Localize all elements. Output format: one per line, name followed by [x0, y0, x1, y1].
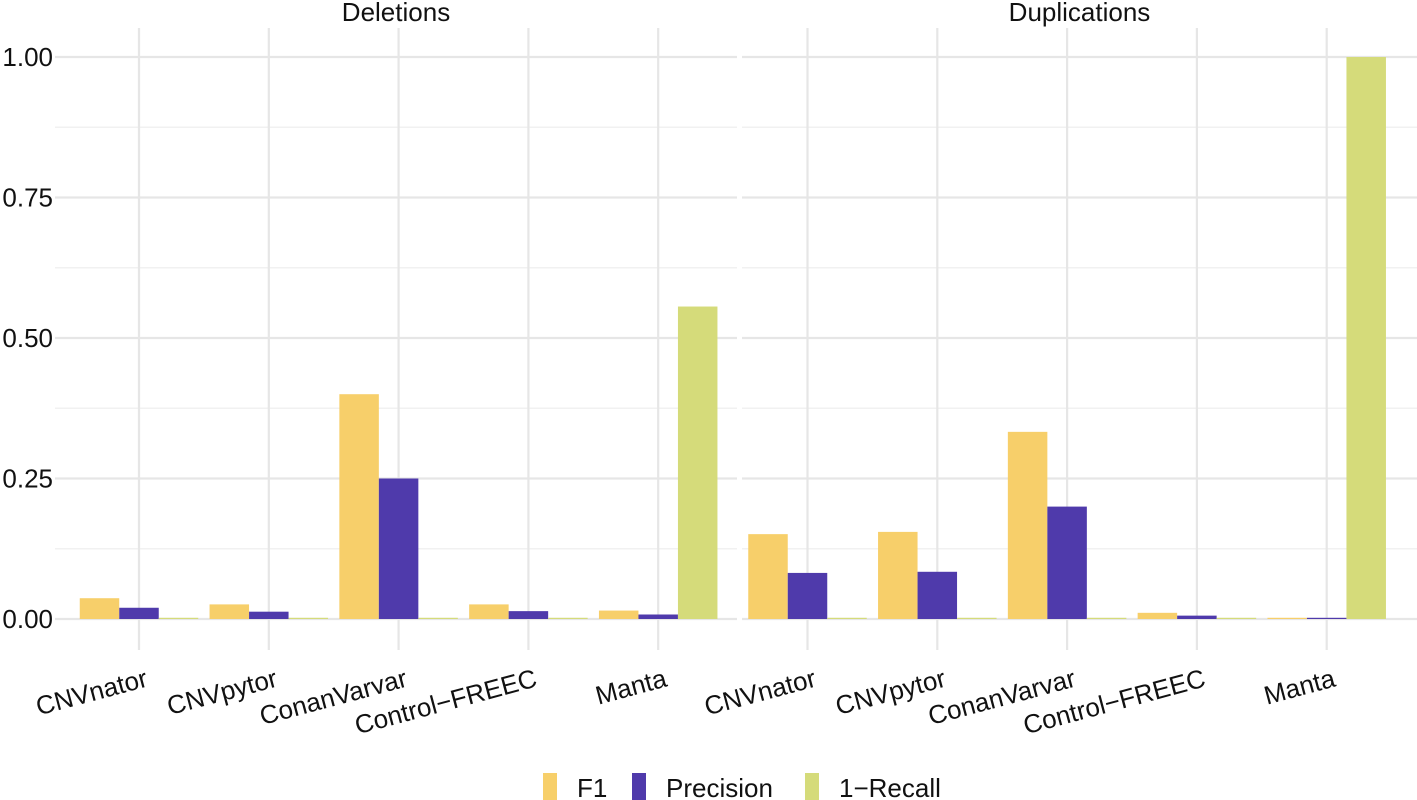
bar-deletions-cnvpytor-f1: [209, 604, 250, 619]
bar-duplications-control-freec-precision: [1177, 615, 1217, 619]
bar-deletions-control-freec-1-recall: [548, 617, 588, 619]
gridlines: [55, 28, 737, 650]
bar-deletions-cnvpytor-precision: [249, 611, 289, 619]
legend-label: 1−Recall: [839, 773, 941, 800]
bar-deletions-control-freec-f1: [469, 604, 509, 619]
bar-duplications-cnvnator-1-recall: [827, 617, 867, 619]
x-tick-label: CNVnator: [701, 663, 819, 722]
x-tick-label: Manta: [592, 663, 670, 711]
bar-deletions-manta-f1: [598, 610, 639, 619]
x-tick-labels: CNVnator CNVpytorConanVarvarControl−FREEC…: [33, 663, 671, 741]
bar-deletions-conanvarvar-1-recall: [418, 617, 458, 619]
x-tick-label: CNVnator: [33, 663, 151, 722]
bar-deletions-manta-1-recall: [677, 306, 718, 619]
bar-duplications-manta-1-recall: [1346, 57, 1386, 619]
legend-swatch-precision: [632, 773, 646, 800]
bar-duplications-cnvpytor-f1: [878, 531, 918, 619]
bar-deletions-control-freec-precision: [508, 611, 549, 619]
bar-deletions-cnvnator-precision: [119, 607, 159, 619]
bar-deletions-manta-precision: [638, 614, 678, 619]
bar-deletions-cnvpytor-1-recall: [288, 617, 329, 619]
legend-swatch-1-recall: [805, 773, 819, 800]
bar-duplications-conanvarvar-1-recall: [1086, 617, 1127, 619]
bar-duplications-conanvarvar-f1: [1007, 431, 1048, 619]
bar-duplications-control-freec-1-recall: [1216, 617, 1257, 619]
x-tick-labels: CNVnator CNVpytorConanVarvarControl−FREEC…: [701, 663, 1339, 741]
bar-deletions-conanvarvar-f1: [339, 394, 379, 619]
bar-duplications-cnvpytor-1-recall: [957, 617, 997, 619]
panel-duplications: Duplications CNVnator CNVpytorConanVarvarC…: [701, 0, 1417, 740]
legend-label: Precision: [666, 773, 773, 800]
panel-deletions: Deletions CNVnator CNVpytorConanVarvarCont…: [33, 0, 737, 740]
bar-duplications-cnvnator-f1: [748, 534, 788, 619]
legend-swatch-f1: [543, 773, 557, 800]
bar-duplications-control-freec-f1: [1137, 612, 1178, 619]
legend: F1 Precision 1−Recall: [543, 773, 941, 800]
y-tick-label: 0.00: [2, 604, 53, 634]
bars: [748, 57, 1386, 619]
bar-duplications-manta-precision: [1306, 617, 1347, 619]
y-tick-label: 1.00: [2, 42, 53, 72]
y-tick-label: 0.25: [2, 464, 53, 494]
facet-title: Duplications: [1009, 0, 1151, 27]
facet-title: Deletions: [342, 0, 450, 27]
y-tick-label: 0.75: [2, 183, 53, 213]
x-tick-label: Manta: [1261, 663, 1339, 711]
bar-duplications-manta-f1: [1267, 617, 1307, 619]
bar-deletions-conanvarvar-precision: [378, 478, 419, 619]
bar-duplications-conanvarvar-precision: [1047, 506, 1087, 619]
bars: [79, 306, 718, 619]
bar-deletions-cnvnator-1-recall: [158, 617, 199, 619]
y-tick-label: 0.50: [2, 323, 53, 353]
bar-duplications-cnvpytor-precision: [917, 571, 958, 619]
bar-deletions-cnvnator-f1: [79, 598, 120, 619]
bar-duplications-cnvnator-precision: [787, 572, 828, 619]
y-axis: 0.00 0.25 0.50 0.75 1.00: [2, 42, 53, 634]
legend-label: F1: [577, 773, 607, 800]
